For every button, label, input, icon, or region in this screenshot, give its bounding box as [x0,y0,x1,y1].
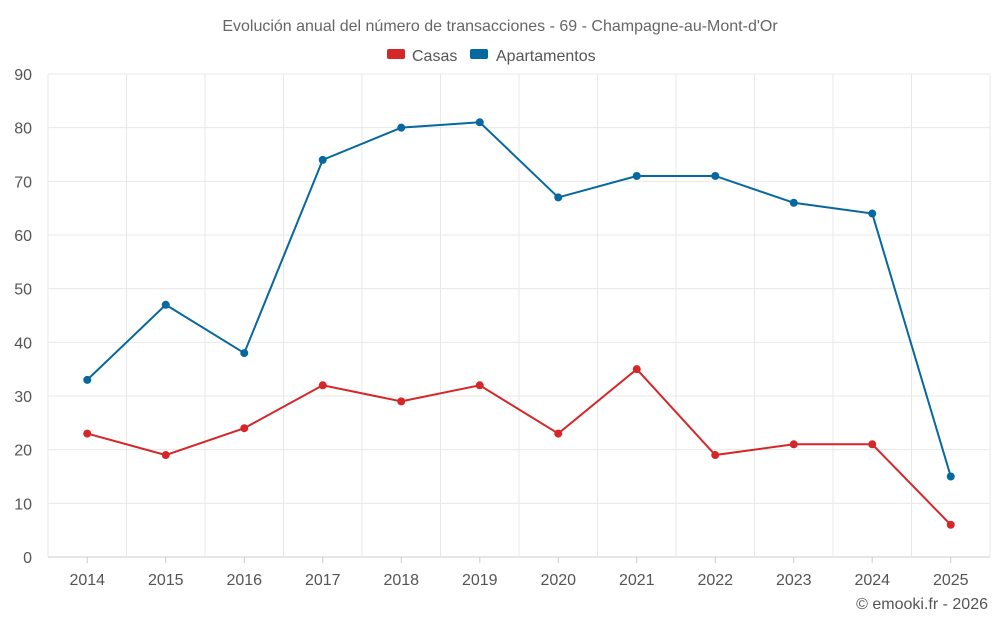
plot-area [83,118,955,529]
legend-item-apartamentos[interactable]: Apartamentos [470,48,596,65]
data-point-casas[interactable] [554,429,563,438]
legend-label-casas: Casas [412,48,457,65]
y-tick-label: 90 [14,67,32,84]
data-point-casas[interactable] [83,429,92,438]
data-point-apartamentos[interactable] [789,198,798,207]
data-point-casas[interactable] [397,397,406,406]
data-point-casas[interactable] [161,451,170,460]
data-point-apartamentos[interactable] [161,300,170,309]
legend-item-casas[interactable]: Casas [387,48,457,65]
x-tick-label: 2020 [540,572,576,589]
y-tick-label: 60 [14,228,32,245]
x-tick-label: 2021 [619,572,655,589]
data-point-apartamentos[interactable] [83,375,92,384]
series-casas [83,365,955,529]
x-tick-label: 2025 [933,572,969,589]
y-tick-label: 80 [14,121,32,138]
data-point-casas[interactable] [711,451,720,460]
y-tick-label: 40 [14,335,32,352]
credit-text: © emooki.fr - 2026 [856,596,988,613]
data-point-casas[interactable] [632,365,641,374]
data-point-casas[interactable] [318,381,327,390]
legend: Casas Apartamentos [387,48,596,65]
data-point-apartamentos[interactable] [554,193,563,202]
x-tick-label: 2019 [462,572,498,589]
x-tick-label: 2023 [776,572,812,589]
data-point-casas[interactable] [946,520,955,529]
data-point-casas[interactable] [868,440,877,449]
data-point-apartamentos[interactable] [868,209,877,218]
y-tick-label: 0 [23,550,32,567]
y-tick-label: 10 [14,496,32,513]
y-tick-label: 50 [14,282,32,299]
y-axis: 0 10 20 30 40 50 60 70 80 90 [14,67,32,567]
chart-title: Evolución anual del número de transaccio… [222,18,778,35]
x-axis: 2014 2015 2016 2017 2018 2019 2020 2021 2022 2023… [69,557,969,589]
data-point-apartamentos[interactable] [318,155,327,164]
gridlines [47,73,991,558]
series-apartamentos [83,118,955,481]
legend-swatch-casas [387,49,405,59]
data-point-casas[interactable] [789,440,798,449]
x-tick-label: 2017 [305,572,341,589]
x-tick-label: 2018 [383,572,419,589]
y-tick-label: 30 [14,389,32,406]
data-point-apartamentos[interactable] [240,349,249,358]
data-point-apartamentos[interactable] [711,171,720,180]
data-point-apartamentos[interactable] [397,123,406,132]
x-tick-label: 2022 [697,572,733,589]
series-line-apartamentos [86,121,952,477]
x-tick-label: 2016 [226,572,262,589]
data-point-apartamentos[interactable] [475,118,484,127]
data-point-casas[interactable] [240,424,249,433]
series-line-casas [86,367,952,526]
data-point-casas[interactable] [475,381,484,390]
x-tick-label: 2015 [148,572,184,589]
x-tick-label: 2024 [854,572,890,589]
legend-label-apartamentos: Apartamentos [496,48,596,65]
y-tick-label: 70 [14,174,32,191]
legend-swatch-apartamentos [470,49,488,59]
data-point-apartamentos[interactable] [946,472,955,481]
x-tick-label: 2014 [69,572,105,589]
y-tick-label: 20 [14,443,32,460]
data-point-apartamentos[interactable] [632,171,641,180]
